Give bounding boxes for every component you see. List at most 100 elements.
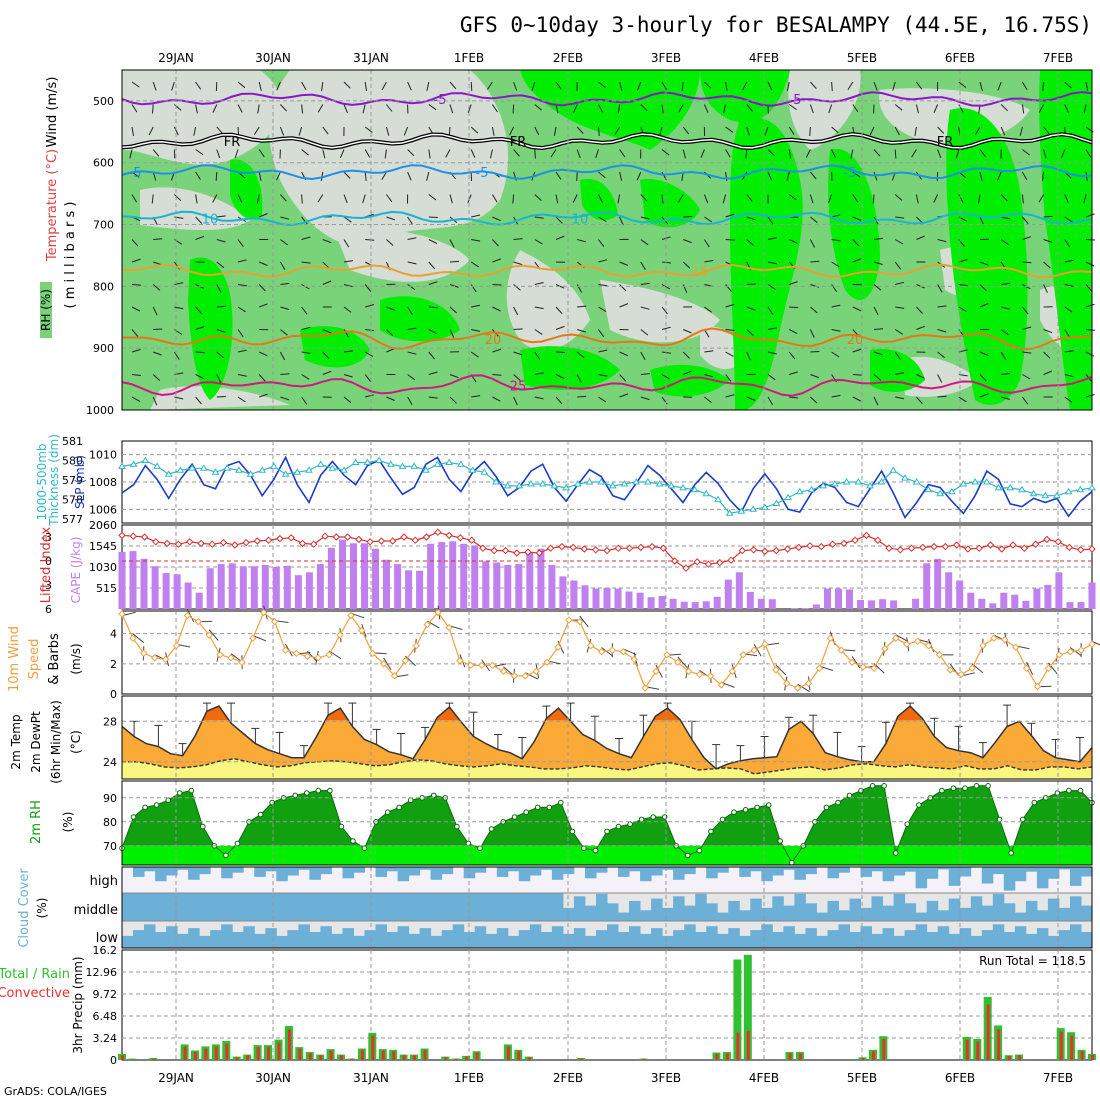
wind-barb: [195, 235, 205, 240]
thickness-marker: [795, 487, 804, 495]
cloud-high-bar: [827, 867, 839, 879]
cloud-middle-bar: [1070, 896, 1082, 921]
wind-barb: [788, 126, 795, 135]
wind-barb: [576, 284, 583, 293]
wind-barb: [1022, 396, 1029, 405]
cape-bar: [1011, 594, 1019, 609]
wind-barb: [531, 81, 536, 91]
wind-barb: [550, 149, 557, 158]
wind-barb: [237, 374, 247, 377]
wind-barb: [1064, 259, 1074, 263]
wind-barb: [322, 126, 329, 135]
thickness-marker: [725, 509, 734, 516]
wind-barb: [212, 104, 218, 113]
wind-barb: [1021, 194, 1024, 204]
wind-barb: [258, 81, 262, 91]
lifted-index-marker: [208, 540, 216, 548]
date-label: 29JAN: [158, 51, 194, 65]
rh2m-marker: [869, 783, 876, 789]
wind-barb: [831, 394, 841, 398]
wind-barb: [322, 329, 332, 334]
thickness-marker: [340, 466, 348, 473]
rh-moist-area: [730, 117, 803, 410]
wind-barb: [1000, 239, 1009, 246]
rh2m-marker: [615, 823, 622, 830]
cloud-low-bar: [739, 935, 751, 949]
thickness-marker: [854, 478, 863, 485]
wind-barb: [911, 149, 917, 158]
precip-convective-bar: [340, 1055, 343, 1060]
mb-tick-label: 600: [93, 157, 114, 170]
panel-frame: [121, 69, 1093, 411]
wind-barb: [280, 239, 288, 246]
temp-line: [121, 705, 1093, 770]
wind-speed-marker: [859, 663, 867, 671]
wind-speed-marker: [314, 654, 322, 662]
lifted-index-marker: [456, 534, 465, 542]
wind-barb: [216, 305, 226, 308]
cloud-middle-bar: [618, 912, 630, 921]
cloud-high-bar: [871, 867, 883, 872]
wind-speed-marker: [815, 664, 824, 673]
mb-tick-label: 1000: [86, 404, 114, 417]
wind-barb: [471, 329, 481, 332]
cape-ylabel-cape: CAPE (J/kg): [69, 537, 83, 604]
wind-barb: [470, 81, 473, 92]
cape-bar: [405, 570, 413, 609]
lifted-index-marker: [998, 545, 1006, 553]
precip-convective-bar: [298, 1048, 302, 1060]
wind-barb: [852, 216, 862, 221]
wind-barb: [1085, 239, 1096, 241]
lifted-index-marker: [794, 543, 803, 552]
thickness-marker: [538, 480, 547, 487]
wind-barb: [1000, 194, 1008, 202]
thickness-marker: [842, 478, 851, 485]
wind-barb: [831, 81, 833, 92]
thickness-marker: [503, 481, 512, 489]
wind-barb: [725, 239, 735, 241]
lifted-index-marker: [1065, 543, 1074, 552]
cloud-middle-bar: [739, 910, 751, 921]
date-label: 30JAN: [255, 51, 291, 65]
wind-barb: [467, 104, 472, 114]
rh2m-marker: [153, 802, 160, 808]
thickness-marker: [422, 466, 430, 473]
thickness-marker: [223, 464, 232, 471]
cape-bar: [1022, 600, 1030, 609]
wind-barb: [428, 371, 438, 375]
wind-barb: [343, 260, 353, 263]
wind-barb: [1085, 351, 1095, 357]
cloud-high-bar: [265, 867, 277, 872]
lifted-index-marker: [287, 534, 295, 542]
wind-barb: [1043, 239, 1053, 243]
wind-speed-marker: [183, 611, 192, 620]
wind-barb: [1021, 81, 1028, 90]
wind-barb: [212, 194, 218, 203]
lifted-index-marker: [1009, 541, 1017, 549]
cloud-high-bar: [882, 867, 895, 882]
wind-barb: [937, 149, 942, 159]
wind-speed-marker: [1088, 640, 1096, 648]
wind-barb: [132, 633, 145, 643]
wind-barb: [979, 171, 983, 181]
wind-barb: [492, 216, 501, 222]
cloud-high-bar: [1047, 867, 1060, 879]
lifted-index-marker: [670, 557, 679, 565]
cape-bar: [449, 541, 457, 609]
wind-barb: [937, 329, 947, 333]
lifted-index-marker: [546, 544, 555, 552]
wind-barb: [364, 81, 367, 91]
cloud-middle-bar: [629, 900, 641, 921]
wind-barb: [258, 284, 266, 292]
wind-speed-marker: [358, 626, 366, 635]
wind-barb: [577, 395, 587, 398]
lifted-index-marker: [569, 543, 577, 552]
wind-barb: [555, 396, 563, 405]
cape-bar: [339, 539, 346, 609]
cloud-high-bar: [353, 867, 365, 873]
wind-barb: [703, 239, 710, 248]
lifted-index-marker: [693, 558, 701, 566]
cape-bar: [383, 559, 390, 609]
wind-speed-marker: [913, 637, 922, 645]
cloud-middle-bar: [673, 896, 685, 921]
